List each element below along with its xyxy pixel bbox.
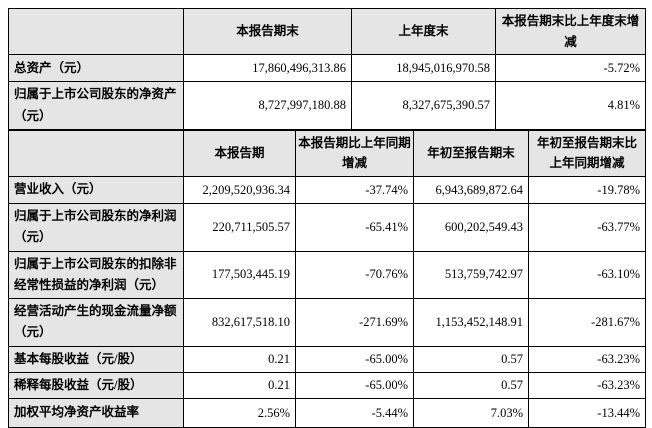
cell-value: 0.21 <box>183 371 296 400</box>
cell-value: -65.00% <box>295 371 414 400</box>
cell-value: -63.77% <box>528 203 646 252</box>
row-label: 归属于上市公司股东的扣除非经常性损益的净利润（元） <box>8 250 184 299</box>
cell-value: -5.44% <box>295 398 414 428</box>
row-label: 总资产（元） <box>8 54 184 83</box>
row-label: 营业收入（元） <box>8 176 184 204</box>
cell-value: 17,860,496,313.86 <box>183 54 352 83</box>
cell-value: 6,943,689,872.64 <box>413 176 529 204</box>
table-row: 稀释每股收益（元/股） 0.21 -65.00% 0.57 -63.23% <box>8 371 646 400</box>
income-table-body: 营业收入（元） 2,209,520,936.34 -37.74% 6,943,689,… <box>8 176 646 428</box>
balance-table: 本报告期末 上年度末 本报告期末比上年度末增减 总资产（元） 17,860,496… <box>8 7 646 130</box>
cell-value: 0.57 <box>413 345 529 373</box>
cell-value: 1,153,452,148.91 <box>413 298 529 347</box>
key-financials-tables: 本报告期末 上年度末 本报告期末比上年度末增减 总资产（元） 17,860,496… <box>8 7 646 428</box>
table-row: 营业收入（元） 2,209,520,936.34 -37.74% 6,943,689,… <box>8 176 646 204</box>
income-header-row: 本报告期 本报告期比上年同期增减 年初至报告期末 年初至报告期末比上年同期增减 <box>8 129 646 178</box>
table-row: 经营活动产生的现金流量净额（元） 832,617,518.10 -271.69% 1,… <box>8 298 646 347</box>
table-row: 归属于上市公司股东的净利润（元） 220,711,505.57 -65.41% 600… <box>8 203 646 252</box>
table-row: 基本每股收益（元/股） 0.21 -65.00% 0.57 -63.23% <box>8 345 646 373</box>
income-table: 本报告期 本报告期比上年同期增减 年初至报告期末 年初至报告期末比上年同期增减 … <box>8 129 646 428</box>
cell-value: -281.67% <box>528 298 646 347</box>
cell-value: -37.74% <box>295 176 414 204</box>
row-label: 稀释每股收益（元/股） <box>8 371 184 400</box>
corner-cell <box>8 7 184 56</box>
cell-value: -19.78% <box>528 176 646 204</box>
cell-value: 7.03% <box>413 398 529 428</box>
table-row: 加权平均净资产收益率 2.56% -5.44% 7.03% -13.44% <box>8 398 646 428</box>
col-header-change-vs-prior-year-end: 本报告期末比上年度末增减 <box>495 7 646 56</box>
cell-value: 4.81% <box>495 81 646 130</box>
cell-value: 177,503,445.19 <box>183 250 296 299</box>
cell-value: -65.41% <box>295 203 414 252</box>
cell-value: 8,327,675,390.57 <box>351 81 496 130</box>
col-header-ytd-yoy-change: 年初至报告期末比上年同期增减 <box>528 129 646 178</box>
col-header-year-to-date: 年初至报告期末 <box>413 129 529 178</box>
col-header-current-period: 本报告期 <box>183 129 296 178</box>
row-label: 基本每股收益（元/股） <box>8 345 184 373</box>
col-header-current-period-end: 本报告期末 <box>183 7 352 56</box>
cell-value: -65.00% <box>295 345 414 373</box>
row-label: 归属于上市公司股东的净利润（元） <box>8 203 184 252</box>
cell-value: -63.23% <box>528 371 646 400</box>
corner-cell <box>8 129 184 178</box>
row-label: 归属于上市公司股东的净资产（元） <box>8 81 184 130</box>
row-label: 经营活动产生的现金流量净额（元） <box>8 298 184 347</box>
balance-header-row: 本报告期末 上年度末 本报告期末比上年度末增减 <box>8 7 646 56</box>
cell-value: 0.21 <box>183 345 296 373</box>
cell-value: -5.72% <box>495 54 646 83</box>
cell-value: 18,945,016,970.58 <box>351 54 496 83</box>
cell-value: -271.69% <box>295 298 414 347</box>
cell-value: 600,202,549.43 <box>413 203 529 252</box>
cell-value: 2,209,520,936.34 <box>183 176 296 204</box>
cell-value: 220,711,505.57 <box>183 203 296 252</box>
table-row: 归属于上市公司股东的净资产（元） 8,727,997,180.88 8,327,67… <box>8 81 646 130</box>
cell-value: -13.44% <box>528 398 646 428</box>
cell-value: 513,759,742.97 <box>413 250 529 299</box>
balance-table-body: 总资产（元） 17,860,496,313.86 18,945,016,970.58… <box>8 54 646 130</box>
cell-value: 8,727,997,180.88 <box>183 81 352 130</box>
col-header-prior-year-end: 上年度末 <box>351 7 496 56</box>
col-header-period-yoy-change: 本报告期比上年同期增减 <box>295 129 414 178</box>
cell-value: 832,617,518.10 <box>183 298 296 347</box>
cell-value: -63.10% <box>528 250 646 299</box>
cell-value: 2.56% <box>183 398 296 428</box>
cell-value: -63.23% <box>528 345 646 373</box>
table-row: 总资产（元） 17,860,496,313.86 18,945,016,970.58… <box>8 54 646 83</box>
table-row: 归属于上市公司股东的扣除非经常性损益的净利润（元） 177,503,445.19-… <box>8 250 646 299</box>
cell-value: 0.57 <box>413 371 529 400</box>
cell-value: -70.76% <box>295 250 414 299</box>
financial-report-page: 本报告期末 上年度末 本报告期末比上年度末增减 总资产（元） 17,860,496… <box>8 7 646 428</box>
row-label: 加权平均净资产收益率 <box>8 398 184 428</box>
